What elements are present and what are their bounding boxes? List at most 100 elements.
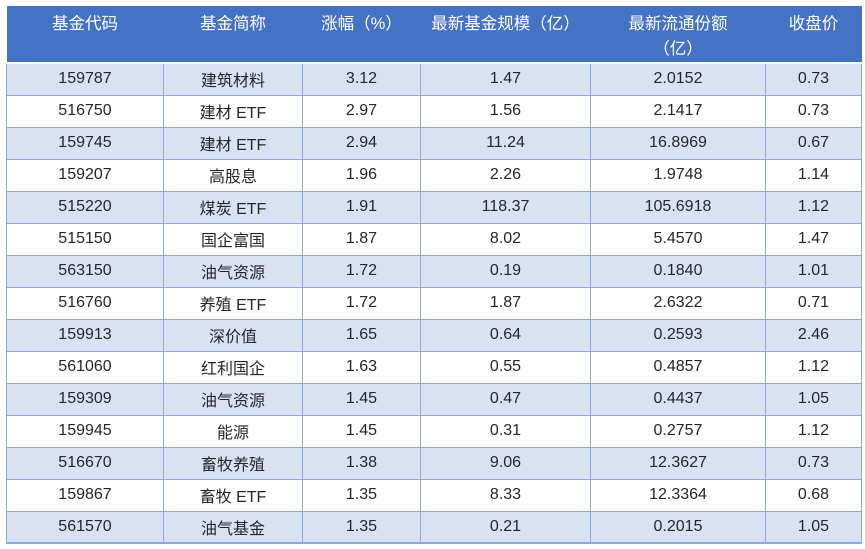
- column-header-6[interactable]: 收盘价: [765, 6, 862, 64]
- column-header-1[interactable]: 基金代码: [6, 6, 164, 64]
- table-cell[interactable]: 1.96: [302, 158, 421, 192]
- column-header-4[interactable]: 最新基金规模（亿）: [420, 6, 591, 64]
- table-row: 159913 深价值 1.65 0.64 0.2593 2.46: [6, 318, 862, 352]
- table-cell[interactable]: 516750: [6, 94, 164, 128]
- table-cell[interactable]: 2.97: [302, 94, 421, 128]
- table-cell[interactable]: 畜牧 ETF: [163, 478, 303, 512]
- table-cell[interactable]: 515220: [6, 190, 164, 224]
- table-cell[interactable]: 1.65: [302, 318, 421, 352]
- table-cell[interactable]: 2.26: [420, 158, 591, 192]
- table-cell[interactable]: 建材 ETF: [163, 126, 303, 160]
- table-cell[interactable]: 红利国企: [163, 350, 303, 384]
- table-cell[interactable]: 0.31: [420, 414, 591, 448]
- table-cell[interactable]: 5.4570: [590, 222, 766, 256]
- table-cell[interactable]: 1.14: [765, 158, 862, 192]
- table-cell[interactable]: 1.91: [302, 190, 421, 224]
- table-cell[interactable]: 深价值: [163, 318, 303, 352]
- table-cell[interactable]: 油气资源: [163, 254, 303, 288]
- table-cell[interactable]: 建筑材料: [163, 62, 303, 96]
- table-cell[interactable]: 0.73: [765, 446, 862, 480]
- table-cell[interactable]: 159913: [6, 318, 164, 352]
- table-cell[interactable]: 9.06: [420, 446, 591, 480]
- table-cell[interactable]: 12.3627: [590, 446, 766, 480]
- table-cell[interactable]: 0.73: [765, 94, 862, 128]
- table-cell[interactable]: 11.24: [420, 126, 591, 160]
- table-cell[interactable]: 1.72: [302, 286, 421, 320]
- table-cell[interactable]: 1.01: [765, 254, 862, 288]
- table-cell[interactable]: 516760: [6, 286, 164, 320]
- table-cell[interactable]: 1.45: [302, 414, 421, 448]
- table-cell[interactable]: 0.21: [420, 510, 591, 544]
- table-cell[interactable]: 2.0152: [590, 62, 766, 96]
- table-cell[interactable]: 8.33: [420, 478, 591, 512]
- table-cell[interactable]: 1.45: [302, 382, 421, 416]
- table-cell[interactable]: 1.12: [765, 350, 862, 384]
- table-cell[interactable]: 0.4857: [590, 350, 766, 384]
- table-cell[interactable]: 1.12: [765, 190, 862, 224]
- table-cell[interactable]: 国企富国: [163, 222, 303, 256]
- table-cell[interactable]: 0.68: [765, 478, 862, 512]
- table-cell[interactable]: 159745: [6, 126, 164, 160]
- table-cell[interactable]: 159309: [6, 382, 164, 416]
- table-cell[interactable]: 159945: [6, 414, 164, 448]
- table-cell[interactable]: 0.2015: [590, 510, 766, 544]
- table-cell[interactable]: 561570: [6, 510, 164, 544]
- column-header-3[interactable]: 涨幅（%）: [302, 6, 421, 64]
- table-cell[interactable]: 515150: [6, 222, 164, 256]
- table-cell[interactable]: 1.38: [302, 446, 421, 480]
- table-cell[interactable]: 1.72: [302, 254, 421, 288]
- table-cell[interactable]: 煤炭 ETF: [163, 190, 303, 224]
- table-cell[interactable]: 2.94: [302, 126, 421, 160]
- column-header-5[interactable]: 最新流通份额 （亿）: [590, 6, 766, 64]
- table-cell[interactable]: 油气基金: [163, 510, 303, 544]
- table-cell[interactable]: 1.87: [420, 286, 591, 320]
- table-cell[interactable]: 1.87: [302, 222, 421, 256]
- table-cell[interactable]: 油气资源: [163, 382, 303, 416]
- table-cell[interactable]: 0.2757: [590, 414, 766, 448]
- column-header-2[interactable]: 基金简称: [163, 6, 303, 64]
- table-cell[interactable]: 3.12: [302, 62, 421, 96]
- table-body: 159787 建筑材料 3.12 1.47 2.0152 0.73 516750 建材 ETF…: [6, 62, 862, 544]
- table-cell[interactable]: 畜牧养殖: [163, 446, 303, 480]
- table-cell[interactable]: 118.37: [420, 190, 591, 224]
- table-cell[interactable]: 0.47: [420, 382, 591, 416]
- table-cell[interactable]: 1.63: [302, 350, 421, 384]
- table-cell[interactable]: 159787: [6, 62, 164, 96]
- table-cell[interactable]: 8.02: [420, 222, 591, 256]
- table-cell[interactable]: 1.05: [765, 382, 862, 416]
- table-cell[interactable]: 1.35: [302, 510, 421, 544]
- table-cell[interactable]: 能源: [163, 414, 303, 448]
- table-cell[interactable]: 561060: [6, 350, 164, 384]
- table-cell[interactable]: 159207: [6, 158, 164, 192]
- table-cell[interactable]: 1.35: [302, 478, 421, 512]
- table-cell[interactable]: 0.55: [420, 350, 591, 384]
- table-cell[interactable]: 1.12: [765, 414, 862, 448]
- table-cell[interactable]: 1.9748: [590, 158, 766, 192]
- table-cell[interactable]: 0.1840: [590, 254, 766, 288]
- table-cell[interactable]: 1.47: [765, 222, 862, 256]
- table-cell[interactable]: 16.8969: [590, 126, 766, 160]
- table-cell[interactable]: 1.05: [765, 510, 862, 544]
- table-cell[interactable]: 0.19: [420, 254, 591, 288]
- table-cell[interactable]: 105.6918: [590, 190, 766, 224]
- table-cell[interactable]: 0.4437: [590, 382, 766, 416]
- fund-table: 基金代码 基金简称 涨幅（%） 最新基金规模（亿） 最新流通份额 （亿） 收盘价 1597…: [6, 6, 862, 544]
- table-cell[interactable]: 0.71: [765, 286, 862, 320]
- table-cell[interactable]: 养殖 ETF: [163, 286, 303, 320]
- table-cell[interactable]: 0.2593: [590, 318, 766, 352]
- table-cell[interactable]: 0.73: [765, 62, 862, 96]
- table-cell[interactable]: 2.46: [765, 318, 862, 352]
- table-cell[interactable]: 12.3364: [590, 478, 766, 512]
- header-row: 基金代码 基金简称 涨幅（%） 最新基金规模（亿） 最新流通份额 （亿） 收盘价: [6, 6, 862, 64]
- table-cell[interactable]: 0.67: [765, 126, 862, 160]
- table-cell[interactable]: 2.6322: [590, 286, 766, 320]
- table-cell[interactable]: 516670: [6, 446, 164, 480]
- table-cell[interactable]: 1.56: [420, 94, 591, 128]
- table-cell[interactable]: 1.47: [420, 62, 591, 96]
- table-cell[interactable]: 2.1417: [590, 94, 766, 128]
- table-cell[interactable]: 高股息: [163, 158, 303, 192]
- table-cell[interactable]: 159867: [6, 478, 164, 512]
- table-cell[interactable]: 0.64: [420, 318, 591, 352]
- table-cell[interactable]: 563150: [6, 254, 164, 288]
- table-cell[interactable]: 建材 ETF: [163, 94, 303, 128]
